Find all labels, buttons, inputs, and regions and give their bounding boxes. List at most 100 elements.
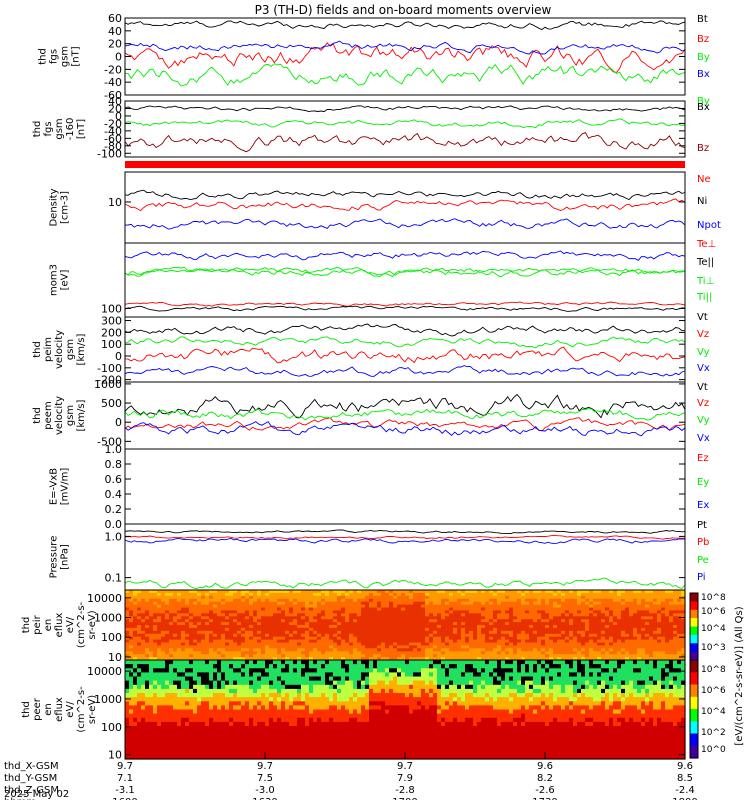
heatmap-cell [237,705,242,711]
heatmap-cell [225,668,230,673]
heatmap-cell [625,654,630,658]
heatmap-cell [449,627,454,632]
heatmap-cell [205,590,210,594]
heatmap-cell [253,648,258,652]
heatmap-cell [145,636,150,641]
heatmap-cell [161,726,166,731]
heatmap-cell [281,604,286,609]
heatmap-cell [549,613,554,617]
heatmap-cell [577,648,582,652]
heatmap-cell [345,697,350,702]
heatmap-cell [645,627,650,632]
heatmap-cell [525,604,530,609]
heatmap-cell [589,657,594,661]
heatmap-cell [437,633,442,638]
heatmap-cell [241,688,246,694]
heatmap-cell [161,754,166,760]
heatmap-cell [429,607,434,611]
heatmap-cell [137,701,142,706]
heatmap-cell [353,680,358,686]
heatmap-cell [129,742,134,748]
heatmap-cell [345,750,350,756]
heatmap-cell [241,604,246,609]
heatmap-cell [481,598,486,603]
heatmap-cell [273,648,278,652]
heatmap-cell [229,738,234,744]
heatmap-cell [209,610,214,614]
heatmap-cell [273,705,278,711]
heatmap-cell [661,625,666,629]
heatmap-cell [537,639,542,644]
heatmap-cell [329,601,334,606]
heatmap-cell [573,590,578,594]
heatmap-cell [309,598,314,603]
heatmap-cell [553,642,558,646]
heatmap-cell [229,622,234,626]
heatmap-cell [477,592,482,597]
heatmap-cell [661,636,666,641]
heatmap-cell [461,595,466,600]
heatmap-cell [249,639,254,644]
heatmap-cell [197,595,202,600]
heatmap-cell [309,645,314,649]
heatmap-cell [637,636,642,641]
legend-Bz: Bz [697,143,709,154]
heatmap-cell [477,642,482,646]
heatmap-cell [185,684,190,690]
heatmap-cell [505,648,510,652]
heatmap-cell [205,604,210,609]
heatmap-cell [181,713,186,719]
heatmap-cell [397,642,402,646]
heatmap-cell [269,746,274,752]
heatmap-cell [257,701,262,706]
heatmap-cell [389,613,394,617]
heatmap-cell [161,697,166,702]
heatmap-cell [529,607,534,611]
heatmap-cell [565,654,570,658]
heatmap-cell [201,684,206,690]
heatmap-cell [257,616,262,620]
heatmap-cell [457,642,462,646]
heatmap-cell [241,693,246,698]
heatmap-cell [621,627,626,632]
legend-Vz: Vz [697,398,709,409]
heatmap-cell [377,592,382,597]
heatmap-cell [321,616,326,620]
heatmap-cell [285,607,290,611]
heatmap-cell [473,639,478,644]
heatmap-cell [357,657,362,661]
heatmap-cell [249,645,254,649]
heatmap-cell [285,709,290,715]
heatmap-cell [333,705,338,711]
heatmap-cell [421,604,426,609]
heatmap-cell [173,668,178,673]
heatmap-cell [217,660,222,665]
heatmap-cell [309,619,314,623]
heatmap-cell [205,645,210,649]
heatmap-cell [485,648,490,652]
heatmap-cell [341,610,346,614]
heatmap-cell [337,642,342,646]
heatmap-cell [633,613,638,617]
heatmap-cell [537,636,542,641]
heatmap-cell [513,639,518,644]
heatmap-cell [349,595,354,600]
heatmap-cell [213,654,218,658]
heatmap-cell [485,595,490,600]
heatmap-cell [377,633,382,638]
heatmap-cell [577,601,582,606]
heatmap-cell [225,742,230,748]
heatmap-cell [493,639,498,644]
heatmap-cell [401,622,406,626]
heatmap-cell [229,648,234,652]
heatmap-cell [337,619,342,623]
heatmap-cell [337,639,342,644]
heatmap-cell [261,598,266,603]
heatmap-cell [413,645,418,649]
heatmap-cell [473,645,478,649]
heatmap-cell [625,607,630,611]
heatmap-cell [249,592,254,597]
heatmap-cell [405,613,410,617]
heatmap-cell [349,713,354,719]
heatmap-cell [133,633,138,638]
